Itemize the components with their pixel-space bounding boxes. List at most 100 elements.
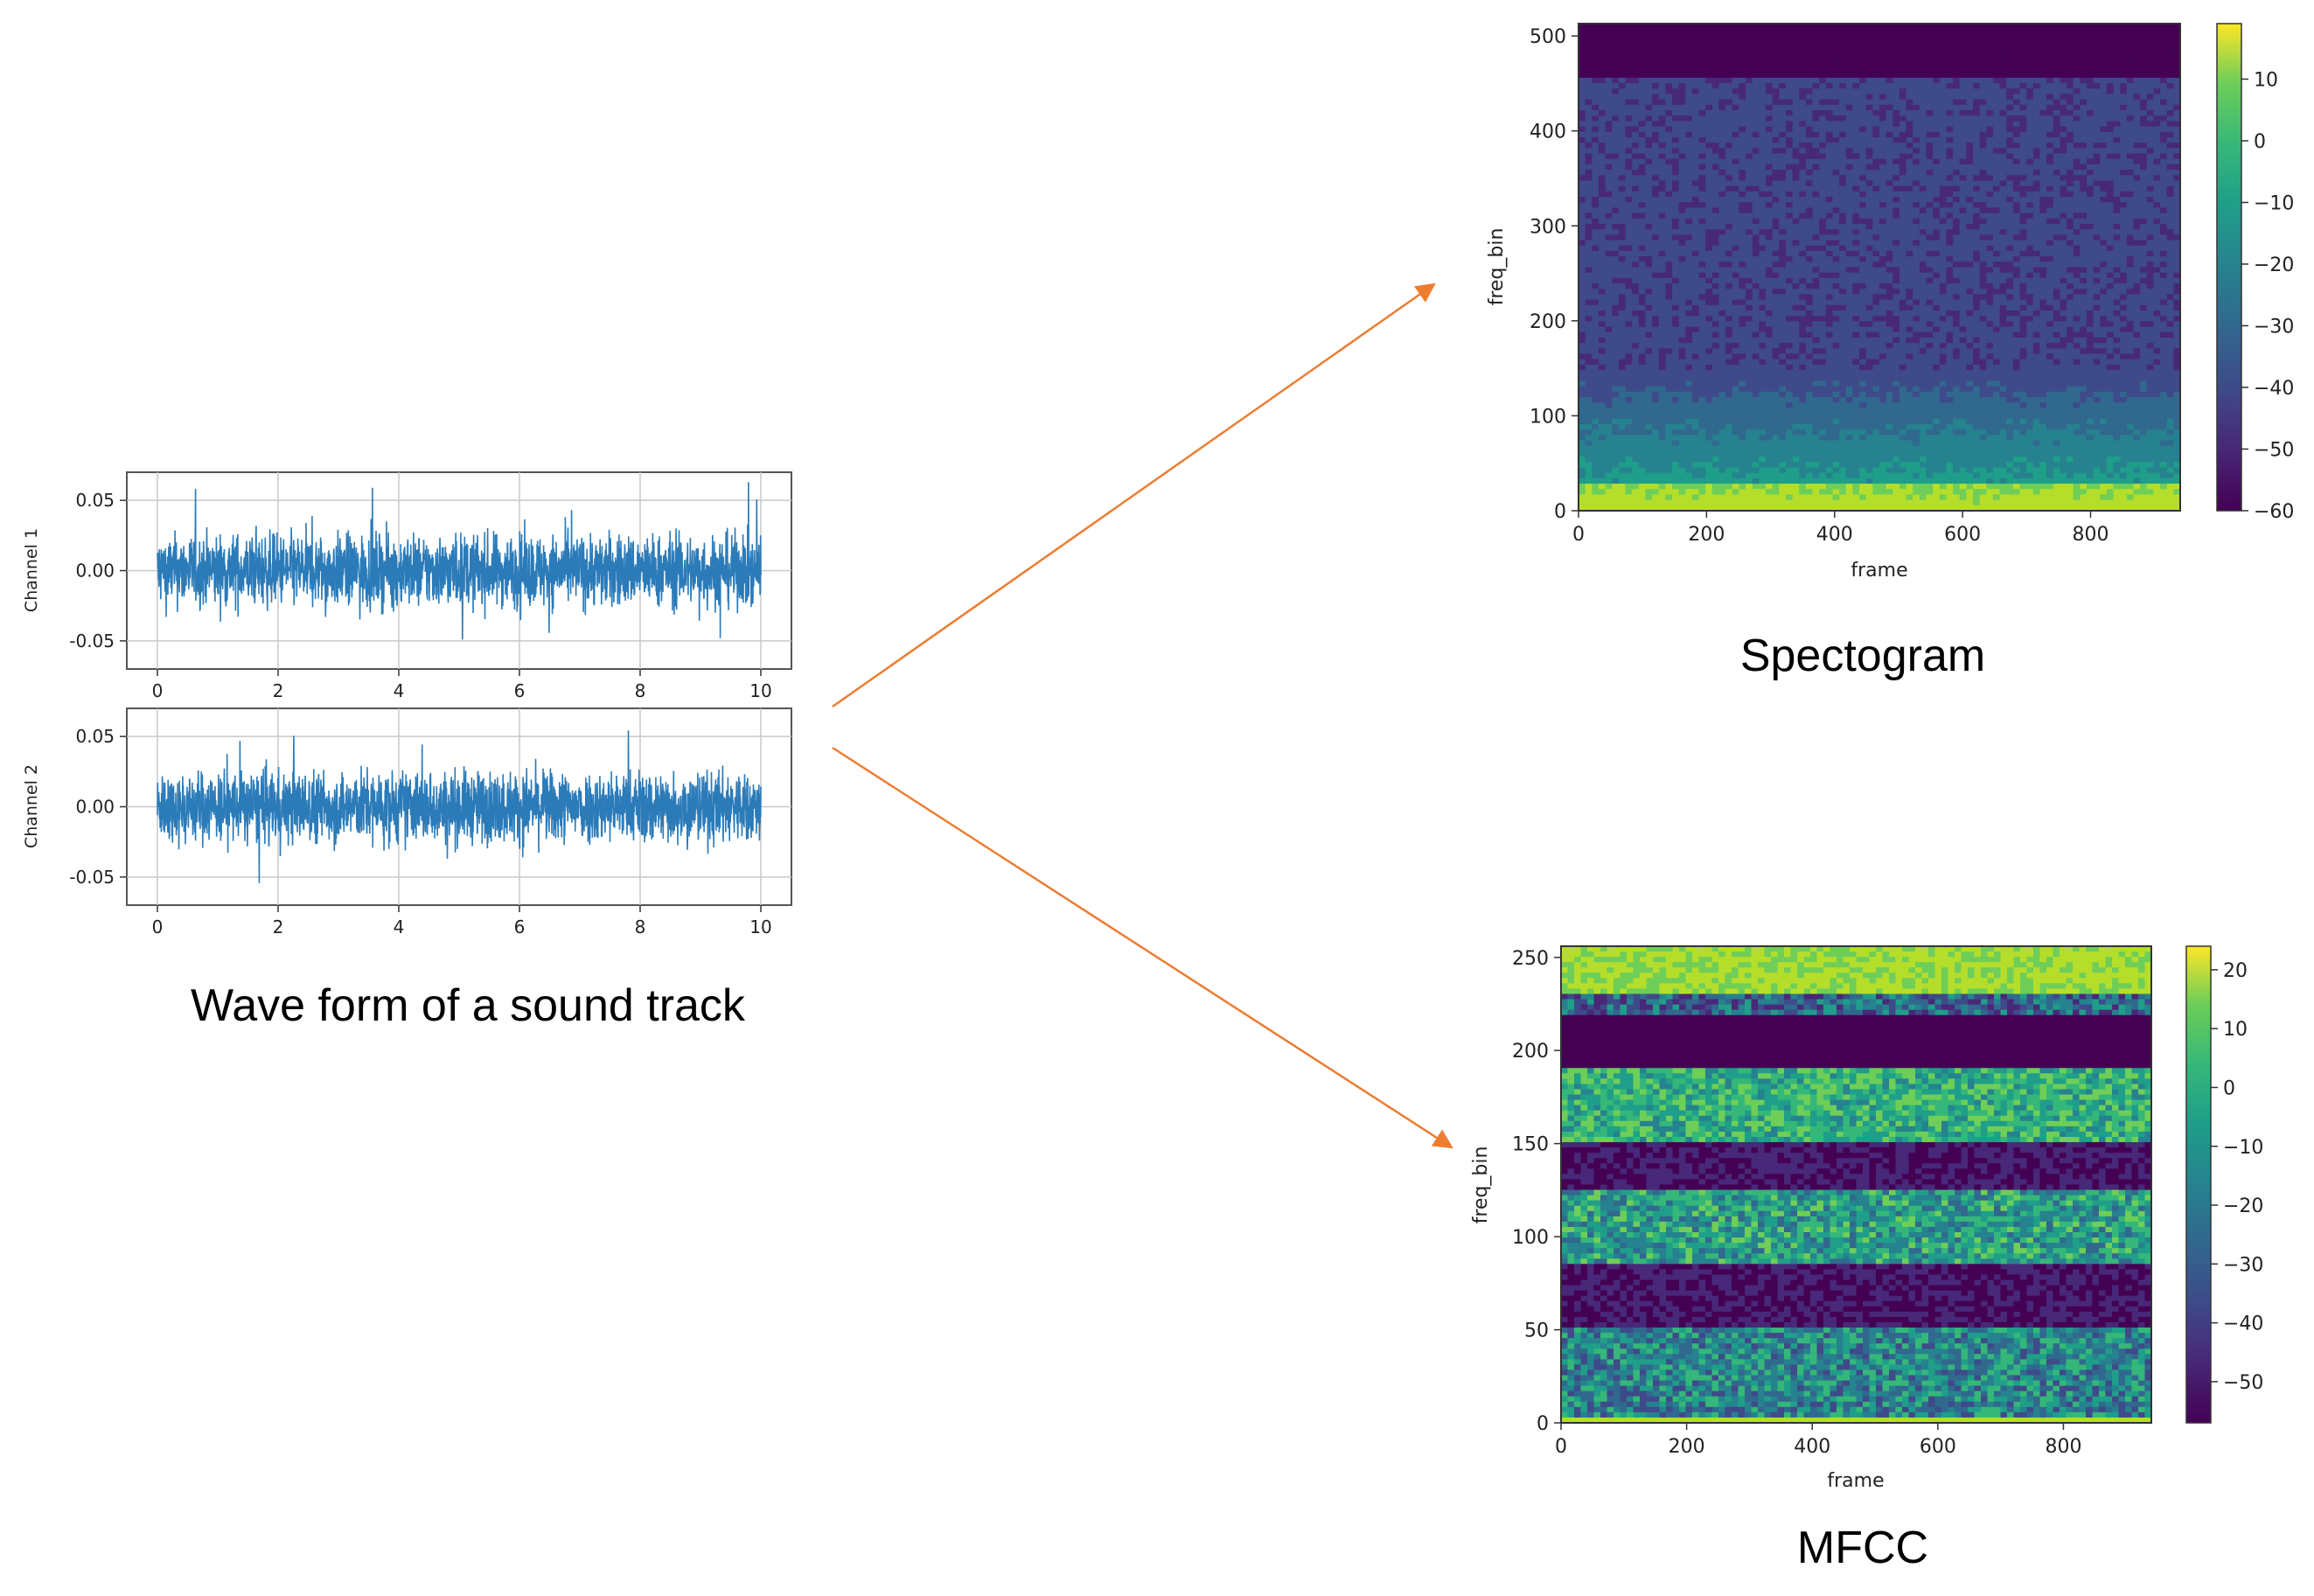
heatmap-cell [1718,88,1726,95]
heatmap-cell [2019,115,2027,122]
heatmap-cell [2080,66,2087,73]
heatmap-cell [1705,121,1713,128]
heatmap-cell [1632,170,1640,176]
heatmap-cell [2026,158,2034,165]
heatmap-cell [1973,34,1981,41]
y-tick-label: 0.00 [75,797,115,818]
heatmap-cell [1899,77,1907,84]
heatmap-cell [1585,104,1593,111]
heatmap-cell [1839,207,1847,214]
heatmap-cell [1792,83,1800,89]
heatmap-cell [1598,240,1607,247]
heatmap-cell [1665,94,1673,101]
heatmap-cell [1872,99,1880,106]
heatmap-cell [1632,66,1640,73]
heatmap-cell [2100,99,2108,106]
heatmap-cell [2173,299,2181,306]
heatmap-cell [1711,50,1720,57]
heatmap-cell [1732,256,1740,262]
heatmap-cell [1585,61,1593,68]
heatmap-cell [1812,229,1820,235]
heatmap-cell [1825,72,1834,79]
heatmap-cell [1792,250,1800,257]
heatmap-cell [1779,104,1787,111]
heatmap-cell [1592,158,1600,165]
heatmap-cell [1913,202,1920,209]
heatmap-cell [1792,61,1800,68]
heatmap-cell [1966,39,1974,46]
heatmap-cell [1739,185,1746,192]
heatmap-cell [1685,229,1693,235]
heatmap-cell [1852,213,1860,220]
heatmap-cell [1585,88,1593,95]
heatmap-cell [1585,207,1593,214]
heatmap-cell [1953,229,1961,235]
heatmap-cell [2100,289,2108,296]
heatmap-cell [1845,229,1854,235]
heatmap-cell [1939,272,1948,279]
heatmap-cell [1872,277,1880,284]
heatmap-cell [1779,110,1787,116]
heatmap-cell [1966,148,1974,155]
heatmap-cell [2006,131,2014,138]
heatmap-cell [2153,77,2161,84]
heatmap-cell [1605,164,1613,171]
heatmap-cell [2146,267,2155,274]
heatmap-cell [1665,88,1673,95]
heatmap-cell [1933,29,1941,35]
heatmap-cell [1839,223,1847,230]
heatmap-cell [1946,61,1954,68]
heatmap-cell [1612,191,1620,198]
heatmap-cell [2086,94,2094,101]
heatmap-cell [2073,94,2081,101]
heatmap-cell [1832,229,1840,235]
heatmap-cell [1645,213,1653,220]
heatmap-cell [1953,197,1961,203]
heatmap-cell [1579,170,1586,176]
heatmap-cell [1906,148,1913,155]
heatmap-cell [1919,277,1927,284]
heatmap-cell [1825,115,1834,122]
heatmap-cell [1685,261,1693,268]
heatmap-cell [1665,191,1673,198]
heatmap-cell [1672,104,1680,111]
heatmap-cell [2120,24,2128,30]
heatmap-cell [1598,267,1607,274]
heatmap-cell [1598,110,1607,116]
heatmap-cell [2060,250,2067,257]
heatmap-cell [1598,121,1607,128]
heatmap-cell [1926,66,1934,73]
heatmap-cell [1966,61,1974,68]
heatmap-cell [1799,24,1807,30]
heatmap-cell [1585,66,1593,73]
heatmap-cell [1691,289,1700,296]
heatmap-cell [1618,283,1627,289]
heatmap-cell [2146,66,2155,73]
heatmap-cell [2039,77,2047,84]
heatmap-cell [1992,197,2001,203]
heatmap-cell [1638,213,1647,220]
heatmap-cell [1986,143,1994,149]
heatmap-cell [2113,229,2121,235]
heatmap-cell [1612,175,1620,182]
heatmap-cell [1579,218,1586,225]
heatmap-cell [1638,218,1647,225]
heatmap-cell [1579,34,1586,41]
heatmap-cell [1832,256,1840,262]
heatmap-cell [1658,240,1666,247]
heatmap-cell [1919,202,1927,209]
heatmap-cell [2133,240,2141,247]
heatmap-cell [2093,164,2101,171]
heatmap-cell [1919,126,1927,133]
heatmap-cell [2173,250,2181,257]
heatmap-cell [1725,245,1733,252]
heatmap-cell [1973,164,1981,171]
heatmap-cell [1819,245,1827,252]
heatmap-cell [1792,99,1800,106]
heatmap-cell [2019,148,2027,155]
heatmap-cell [2046,267,2054,274]
heatmap-cell [1959,56,1967,62]
heatmap-cell [1785,143,1794,149]
heatmap-cell [2133,267,2141,274]
heatmap-cell [1892,34,1900,41]
